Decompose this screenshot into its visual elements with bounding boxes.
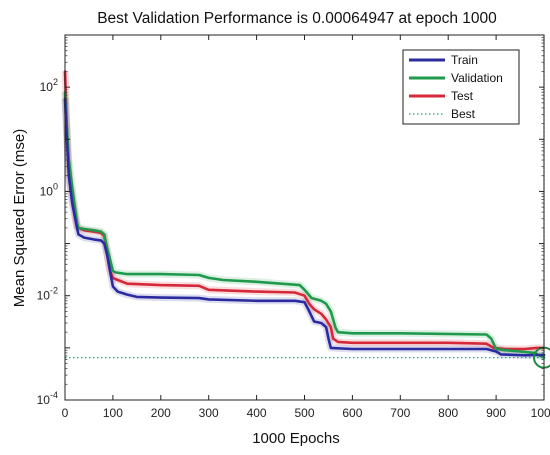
legend-label-test: Test bbox=[451, 89, 474, 103]
x-tick-label: 200 bbox=[151, 406, 171, 420]
y-tick-label: 10-2 bbox=[37, 286, 58, 303]
x-tick-label: 500 bbox=[294, 406, 314, 420]
x-tick-label: 600 bbox=[342, 406, 362, 420]
y-axis-title: Mean Squared Error (mse) bbox=[11, 129, 28, 307]
x-tick-label: 1000 bbox=[531, 406, 550, 420]
axes: 0 100 200 300 400 500 600 700 800 900 1000 10-4 10-2… bbox=[37, 34, 550, 420]
series-layer bbox=[63, 70, 546, 359]
series-line-validation bbox=[63, 90, 546, 359]
x-tick-label: 400 bbox=[247, 406, 267, 420]
series-line-train bbox=[63, 97, 546, 357]
legend-label-validation: Validation bbox=[451, 71, 503, 85]
y-tick-label: 102 bbox=[40, 77, 58, 94]
chart-title: Best Validation Performance is 0.0006494… bbox=[97, 10, 497, 27]
x-tick-label: 0 bbox=[62, 406, 69, 420]
y-tick-label: 10-4 bbox=[37, 390, 58, 407]
x-tick-label: 900 bbox=[486, 406, 506, 420]
x-tick-label: 800 bbox=[438, 406, 458, 420]
x-tick-label: 300 bbox=[199, 406, 219, 420]
x-axis-title: 1000 Epochs bbox=[252, 430, 340, 447]
legend-label-best: Best bbox=[451, 107, 476, 121]
legend-label-train: Train bbox=[451, 53, 478, 67]
legend: Train Validation Test Best bbox=[402, 49, 520, 125]
legend-box bbox=[402, 49, 520, 125]
y-tick-label: 100 bbox=[40, 181, 58, 198]
x-tick-label: 100 bbox=[103, 406, 123, 420]
x-tick-label: 700 bbox=[390, 406, 410, 420]
